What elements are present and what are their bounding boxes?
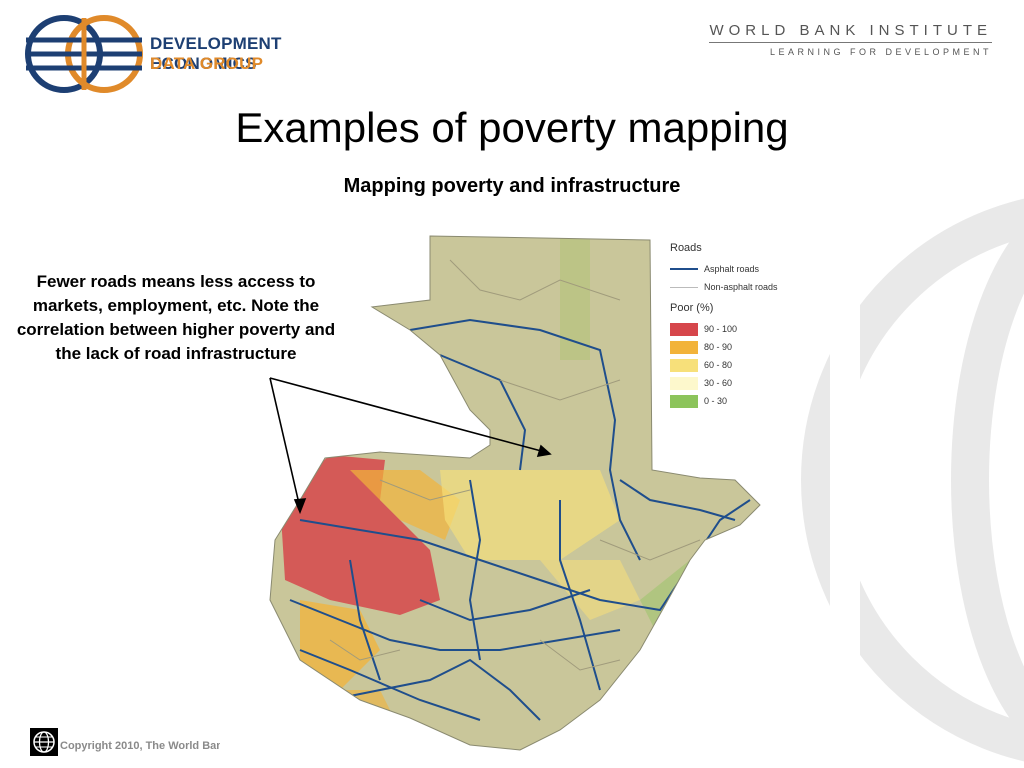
legend-label: 0 - 30 [704,396,728,406]
legend-poor-heading: Poor (%) [670,302,714,314]
color-swatch [670,376,698,390]
org-name-line1: DEVELOPMENT ECONOMICS [150,34,282,73]
color-swatch [670,322,698,336]
world-bank-institute-logo: WORLD BANK INSTITUTE LEARNING FOR DEVELO… [709,22,992,57]
legend-label: Asphalt roads [704,264,760,274]
legend-label: 30 - 60 [704,378,733,388]
legend-roads-heading: Roads [670,242,702,254]
slide-title: Examples of poverty mapping [235,104,789,151]
legend-row-poor-0-30: 0 - 30 [670,392,790,410]
legend-row-poor-60-80: 60 - 80 [670,356,790,374]
non-asphalt-road-line-icon [670,286,698,288]
world-bank-globe-icon [30,728,58,756]
color-swatch [670,394,698,408]
institute-divider [709,42,992,43]
slide-subtitle: Mapping poverty and infrastructure [343,175,681,197]
development-economics-logo: DEVELOPMENT ECONOMICS DATA GROUP [22,14,352,94]
legend-label: 80 - 90 [704,342,733,352]
institute-tagline: LEARNING FOR DEVELOPMENT [769,47,992,57]
asphalt-road-line-icon [670,268,698,270]
legend-row-poor-30-60: 30 - 60 [670,374,790,392]
legend-row-asphalt-roads: Asphalt roads [670,260,790,278]
institute-name: WORLD BANK INSTITUTE [709,22,992,39]
color-swatch [670,358,698,372]
annotation-text: Fewer roads means less access to markets… [16,272,336,363]
legend-row-poor-90-100: 90 - 100 [670,320,790,338]
globe-logo-icon [25,15,143,93]
org-name-line2: DATA GROUP [150,54,264,73]
legend-label: 60 - 80 [704,360,733,370]
guatemala-poverty-roads-map [269,235,761,751]
legend-row-non-asphalt-roads: Non-asphalt roads [670,278,790,296]
legend-row-poor-80-90: 80 - 90 [670,338,790,356]
legend-label: 90 - 100 [704,324,738,334]
legend-label: Non-asphalt roads [704,282,778,292]
map-legend: Roads Asphalt roads Non-asphalt roads Po… [670,242,790,410]
copyright-text: Copyright 2010, The World Bank [60,740,220,752]
annotation-arrows [269,377,552,515]
color-swatch [670,340,698,354]
